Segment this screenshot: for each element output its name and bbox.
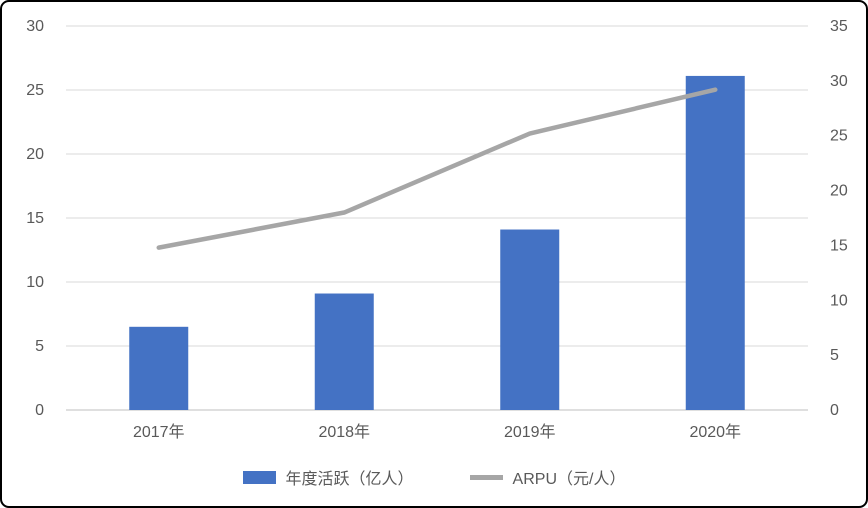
- right-axis-tick-label: 30: [830, 73, 848, 90]
- left-axis-tick-label: 10: [26, 274, 44, 291]
- x-axis-category-label: 2020年: [689, 423, 741, 441]
- line-series-label: ARPU（元/人）: [512, 471, 626, 488]
- right-axis-tick-label: 5: [830, 347, 839, 364]
- right-axis-tick-label: 20: [830, 183, 848, 200]
- legend-item-line-series: ARPU（元/人）: [469, 465, 626, 489]
- left-axis-tick-label: 15: [26, 210, 44, 227]
- right-axis-tick-label: 10: [830, 292, 848, 309]
- x-axis-category-label: 2018年: [318, 423, 370, 441]
- line-series-swatch: [469, 474, 503, 480]
- bar-series-swatch: [242, 470, 276, 484]
- left-axis-tick-label: 30: [26, 18, 44, 35]
- left-axis-tick-label: 0: [35, 402, 44, 419]
- bar-2018年: [314, 293, 374, 410]
- x-axis-category-label: 2017年: [133, 423, 185, 441]
- bar-series-label: 年度活跃（亿人）: [285, 471, 414, 488]
- bar-2020年: [685, 75, 745, 411]
- right-axis-tick-label: 25: [830, 128, 848, 145]
- right-axis-tick-label: 35: [830, 18, 848, 35]
- right-axis-tick-label: 0: [830, 402, 839, 419]
- legend-item-bar-series: 年度活跃（亿人）: [242, 465, 414, 489]
- left-axis-tick-label: 20: [26, 146, 44, 163]
- legend: 年度活跃（亿人） ARPU（元/人）: [2, 448, 866, 506]
- left-axis-tick-label: 5: [35, 338, 44, 355]
- bar-2017年: [129, 326, 189, 410]
- bar-2019年: [500, 229, 560, 410]
- arpu-line: [156, 87, 718, 250]
- chart-plot-area: 0 5 10 15 20 25 30 0 5 10 15 20 25 30 35 2017年 2018年 2019…: [26, 18, 848, 441]
- left-axis-tick-label: 25: [26, 82, 44, 99]
- right-axis-tick-label: 15: [830, 237, 848, 254]
- x-axis-category-label: 2019年: [504, 423, 556, 441]
